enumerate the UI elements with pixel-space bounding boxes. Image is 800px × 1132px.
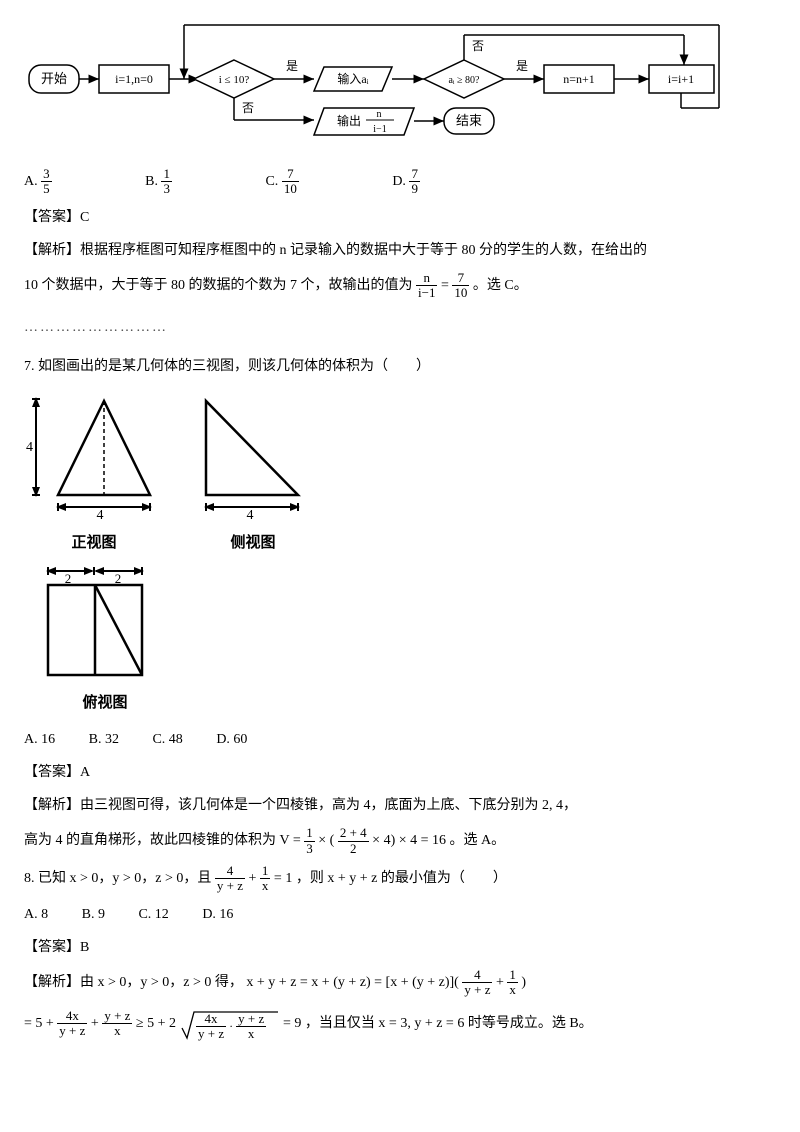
q6-answer: 【答案】C [24,205,776,230]
label-yes2: 是 [516,59,528,73]
q6-option-c: C. 710 [265,167,358,197]
node-inc-n: n=n+1 [563,72,595,86]
q8-option-a: A. 8 [24,902,48,927]
q6-explain-line2: 10 个数据中，大于等于 80 的数据的个数为 7 个，故输出的值为 ni−1 … [24,271,776,301]
label-no2: 否 [472,39,484,53]
node-inc-i: i=i+1 [668,72,694,86]
node-start: 开始 [41,71,67,86]
node-end: 结束 [456,113,482,128]
three-views: 4 4 正视图 4 [24,389,776,716]
svg-text:4: 4 [26,440,33,455]
node-cond2: aᵢ ≥ 80? [448,75,480,86]
node-output-num: n [377,109,382,120]
label-yes1: 是 [286,59,298,73]
node-output-den: i−1 [373,124,386,135]
q8-option-b: B. 9 [82,902,105,927]
front-view-label: 正视图 [24,530,164,557]
separator-dots: ……………………… [24,315,776,340]
q7-stem: 7. 如图画出的是某几何体的三视图，则该几何体的体积为（ ） [24,354,776,379]
q6-option-a: A. 35 [24,167,112,197]
top-view: 2 2 [30,563,180,678]
q7-options: A. 16 B. 32 C. 48 D. 60 [24,727,776,752]
q7-explain-1: 【解析】由三视图可得，该几何体是一个四棱锥，高为 4，底面为上底、下底分别为 2… [24,793,776,818]
q8-explain-line2: = 5 + 4xy + z + y + zx ≥ 5 + 2 4xy + z ·… [24,1006,776,1042]
svg-text:4: 4 [97,508,104,519]
node-cond1: i ≤ 10? [219,74,250,86]
q7-option-a: A. 16 [24,727,55,752]
q6-options: A. 35 B. 13 C. 710 D. 79 [24,167,776,197]
front-view: 4 4 [24,389,164,519]
q7-answer: 【答案】A [24,760,776,785]
q8-answer: 【答案】B [24,935,776,960]
q8-stem: 8. 已知 x > 0，y > 0，z > 0，且 4y + z + 1x = … [24,864,776,894]
side-view-label: 侧视图 [188,530,318,557]
q8-explain-line1: 【解析】由 x > 0，y > 0，z > 0 得， x + y + z = x… [24,968,776,998]
top-view-label: 俯视图 [30,690,180,717]
q8-option-c: C. 12 [138,902,168,927]
q8-options: A. 8 B. 9 C. 12 D. 16 [24,901,776,926]
label-no1: 否 [242,101,254,115]
node-output-label: 输出 [337,113,361,128]
q7-option-c: C. 48 [152,727,182,752]
node-init: i=1,n=0 [115,72,153,86]
q6-explain-line1: 【解析】根据程序框图可知程序框图中的 n 记录输入的数据中大于等于 80 分的学… [24,238,776,263]
q7-option-b: B. 32 [89,727,119,752]
q6-option-b: B. 13 [145,167,232,197]
side-view: 4 [188,389,318,519]
node-input: 输入aᵢ [337,71,368,86]
flowchart-diagram: 开始 i=1,n=0 i ≤ 10? 是 否 输入aᵢ aᵢ ≥ 80? 是 否… [24,20,724,140]
svg-text:4: 4 [247,508,254,519]
q8-option-d: D. 16 [202,902,233,927]
q7-option-d: D. 60 [216,727,247,752]
q7-explain-2: 高为 4 的直角梯形，故此四棱锥的体积为 V = 13 × ( 2 + 42 ×… [24,826,776,856]
q6-option-d: D. 79 [392,167,480,197]
